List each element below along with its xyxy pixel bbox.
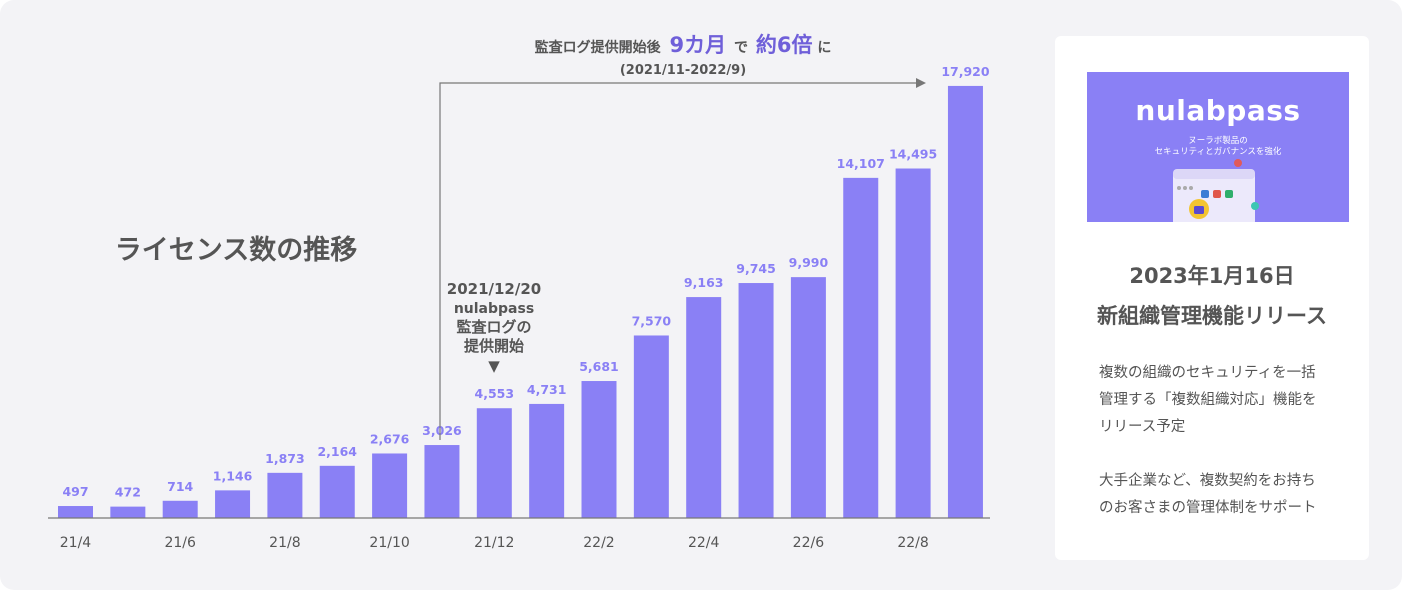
- x-tick-22-2: 22/2: [583, 535, 614, 551]
- event-line1: 監査ログの: [456, 318, 531, 336]
- bar-22-3: [634, 335, 669, 518]
- event-line2: 提供開始: [464, 337, 524, 355]
- value-label-21-4: 497: [62, 484, 88, 499]
- growth-factor: 約6倍: [756, 33, 813, 57]
- release-description-1: 複数の組織のセキュリティを一括 管理する「複数組織対応」機能を リリース予定: [1099, 360, 1367, 441]
- bar-21-9: [320, 466, 355, 518]
- growth-period: 9カ月: [670, 33, 727, 57]
- growth-annotation: 監査ログ提供開始後 9カ月 で 約6倍 に: [535, 33, 832, 57]
- bar-22-8: [896, 169, 931, 518]
- bar-22-2: [582, 381, 617, 518]
- bar-21-8: [267, 473, 302, 518]
- value-label-22-9: 17,920: [941, 64, 990, 79]
- product-banner: nulabpass ヌーラボ製品の セキュリティとガバナンスを強化: [1087, 72, 1349, 222]
- growth-suffix: に: [817, 40, 831, 56]
- value-label-22-8: 14,495: [889, 147, 937, 162]
- avatar-dot: [1234, 159, 1242, 167]
- value-label-22-5: 9,745: [736, 261, 776, 276]
- bar-21-4: [58, 506, 93, 518]
- value-label-22-4: 9,163: [684, 275, 724, 290]
- bar-22-4: [686, 297, 721, 518]
- bar-21-5: [110, 507, 145, 518]
- event-product-logo: nulabpass: [454, 301, 534, 317]
- bar-21-11: [424, 445, 459, 518]
- badge-dot: [1251, 202, 1259, 210]
- release-card: nulabpass ヌーラボ製品の セキュリティとガバナンスを強化 2023年1…: [1055, 36, 1369, 560]
- chart-title: ライセンス数の推移: [115, 235, 357, 266]
- app-icon: [1201, 190, 1209, 198]
- bar-22-6: [791, 277, 826, 518]
- x-tick-22-8: 22/8: [897, 535, 928, 551]
- x-tick-21-10: 21/10: [369, 535, 409, 551]
- bar-22-7: [843, 178, 878, 518]
- app-icon: [1225, 190, 1233, 198]
- x-tick-21-8: 21/8: [269, 535, 300, 551]
- release-date: 2023年1月16日: [1055, 260, 1369, 290]
- value-label-21-10: 2,676: [370, 431, 410, 446]
- value-label-21-7: 1,146: [213, 468, 253, 483]
- app-icon: [1213, 190, 1221, 198]
- growth-range: (2021/11-2022/9): [620, 63, 746, 78]
- bar-21-7: [215, 490, 250, 518]
- growth-prefix: 監査ログ提供開始後: [535, 39, 662, 56]
- x-tick-22-4: 22/4: [688, 535, 720, 551]
- value-label-21-6: 714: [167, 479, 193, 494]
- value-label-21-11: 3,026: [422, 423, 462, 438]
- value-label-22-6: 9,990: [789, 255, 829, 270]
- value-label-21-5: 472: [115, 485, 141, 500]
- bar-22-9: [948, 86, 983, 518]
- x-tick-21-4: 21/4: [60, 535, 92, 551]
- x-tick-21-6: 21/6: [164, 535, 196, 551]
- x-tick-21-12: 21/12: [474, 535, 514, 551]
- event-marker: ▼: [488, 357, 500, 375]
- x-tick-22-6: 22/6: [793, 535, 825, 551]
- bar-21-10: [372, 453, 407, 518]
- license-chart: ライセンス数の推移 497 472 714 1,146 1,873 2,164 2,676 3…: [0, 0, 1050, 590]
- growth-mid: で: [734, 40, 748, 56]
- value-label-22-1: 4,731: [527, 382, 567, 397]
- bar-21-12: [477, 408, 512, 518]
- bar-22-1: [529, 404, 564, 518]
- release-title: 新組織管理機能リリース: [1055, 300, 1369, 330]
- value-label-21-12: 4,553: [475, 386, 515, 401]
- release-description-2: 大手企業など、複数契約をお持ち のお客さまの管理体制をサポート: [1099, 468, 1367, 522]
- nulabpass-logo: nulabpass: [1087, 94, 1349, 127]
- event-date: 2021/12/20: [447, 280, 541, 298]
- value-label-22-7: 14,107: [837, 156, 885, 171]
- banner-subtitle-2: セキュリティとガバナンスを強化: [1087, 145, 1349, 157]
- growth-arrowhead: [916, 78, 926, 88]
- bar-22-5: [739, 283, 774, 518]
- bar-21-6: [163, 501, 198, 518]
- value-label-22-2: 5,681: [579, 359, 619, 374]
- value-label-22-3: 7,570: [632, 313, 672, 328]
- value-label-21-9: 2,164: [317, 444, 357, 459]
- value-label-21-8: 1,873: [265, 451, 305, 466]
